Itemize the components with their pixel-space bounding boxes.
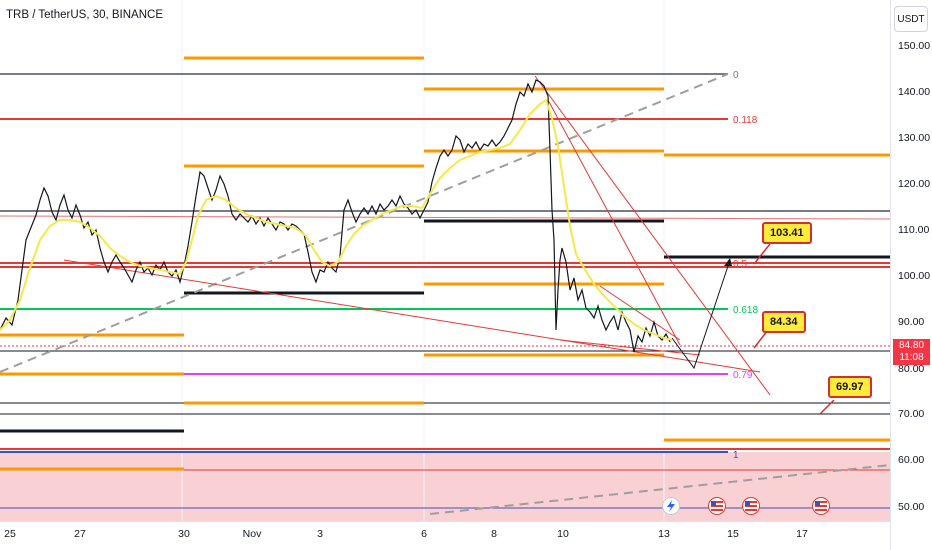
callout-target-2[interactable]: 84.34 xyxy=(762,311,806,333)
callout-target-1[interactable]: 103.41 xyxy=(762,222,812,244)
us-flag-icon[interactable] xyxy=(742,497,760,515)
time-tick: 27 xyxy=(74,528,86,540)
red-trendlines xyxy=(63,75,771,396)
time-tick: Nov xyxy=(242,528,262,540)
currency-button[interactable]: USDT xyxy=(894,6,928,32)
dashed-trendline xyxy=(0,73,729,373)
chart-canvas[interactable]: 0 0.118 0.5 0.618 0.79 1 xyxy=(0,0,890,521)
support-zone xyxy=(0,452,890,521)
price-tick: 50.00 xyxy=(898,501,925,513)
price-tick: 90.00 xyxy=(898,316,925,328)
price-tick: 80.00 xyxy=(898,363,925,375)
time-tick: 15 xyxy=(727,528,739,540)
current-price-tag: 84.80 11:08 xyxy=(893,339,930,365)
dashed-trendline-lower xyxy=(429,464,890,515)
horizontal-levels xyxy=(0,73,890,509)
fib-label-1: 1 xyxy=(733,450,739,461)
time-tick: 10 xyxy=(557,528,569,540)
us-flag-icon[interactable] xyxy=(812,497,830,515)
black-levels xyxy=(184,219,890,295)
projection-path xyxy=(671,259,731,370)
fib-label-0118: 0.118 xyxy=(733,115,758,126)
grid xyxy=(181,0,665,521)
price-tick: 140.00 xyxy=(898,86,931,98)
lightning-icon[interactable] xyxy=(662,497,680,515)
price-axis[interactable] xyxy=(890,0,932,550)
price-tick: 130.00 xyxy=(898,132,931,144)
price-tick: 120.00 xyxy=(898,178,931,190)
us-flag-icon[interactable] xyxy=(708,497,726,515)
fib-label-0618: 0.618 xyxy=(733,305,758,316)
current-price: 84.80 xyxy=(898,340,925,351)
callout-target-3[interactable]: 69.97 xyxy=(828,376,872,398)
time-tick: 13 xyxy=(658,528,670,540)
price-tick: 110.00 xyxy=(898,224,930,236)
price-tick: 60.00 xyxy=(898,454,925,466)
price-tick: 70.00 xyxy=(898,408,925,420)
candle-countdown: 11:08 xyxy=(899,352,924,363)
time-tick: 6 xyxy=(421,528,427,540)
fib-label-079: 0.79 xyxy=(733,370,753,381)
moving-average xyxy=(0,98,673,341)
time-tick: 3 xyxy=(317,528,323,540)
orange-levels xyxy=(0,56,890,471)
price-tick: 100.00 xyxy=(898,270,931,282)
symbol-title[interactable]: TRB / TetherUS, 30, BINANCE xyxy=(6,9,164,21)
callout-pointers xyxy=(753,243,835,415)
price-candles xyxy=(0,79,671,353)
time-tick: 8 xyxy=(491,528,497,540)
time-tick: 30 xyxy=(178,528,190,540)
price-tick: 150.00 xyxy=(898,40,931,52)
time-tick: 25 xyxy=(4,528,16,540)
chart-area[interactable]: 0 0.118 0.5 0.618 0.79 1 TRB / TetherUS,… xyxy=(0,0,890,521)
fib-label-05: 0.5 xyxy=(733,259,747,270)
projection-arrowhead xyxy=(724,258,732,266)
time-tick: 17 xyxy=(796,528,808,540)
fib-label-0: 0 xyxy=(733,70,739,81)
time-axis[interactable] xyxy=(0,521,890,550)
